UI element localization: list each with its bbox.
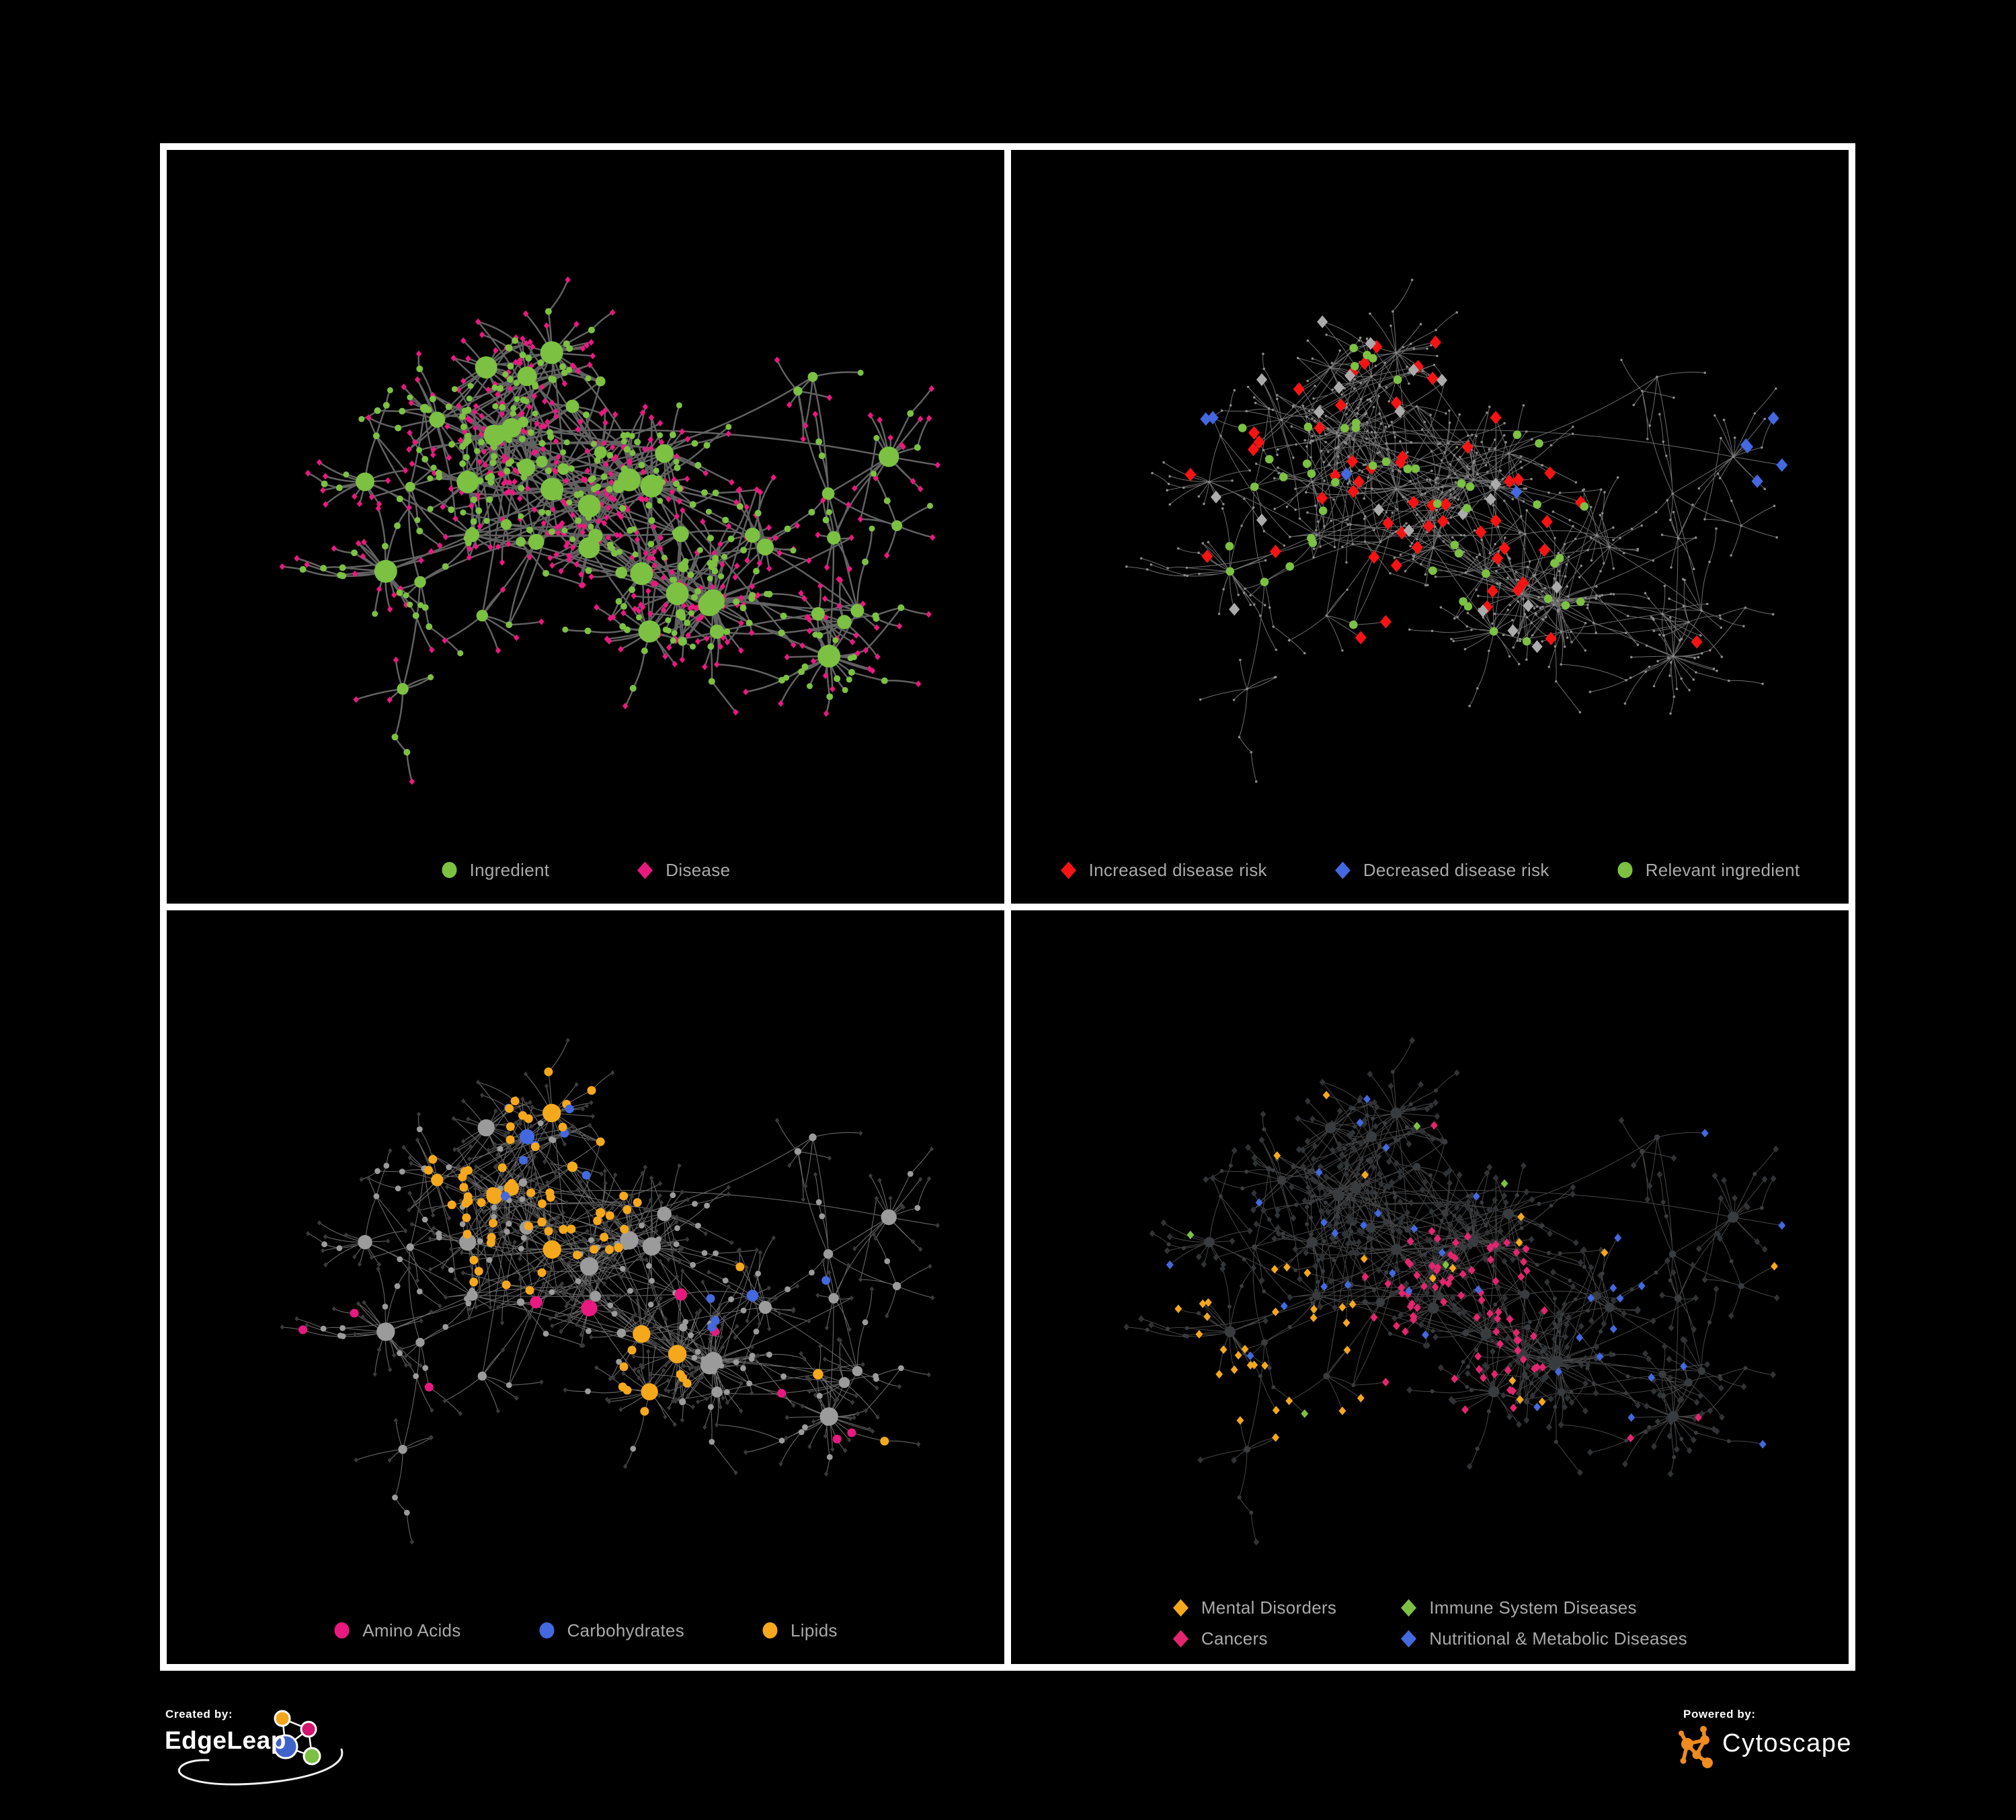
legend-label: Cancers [1201, 1628, 1268, 1649]
panel-disease-risk: Increased disease risk Decreased disease … [1011, 150, 1849, 904]
legend-label: Lipids [791, 1620, 838, 1640]
legend-item-nutritional-metabolic-diseases: Nutritional & Metabolic Diseases [1400, 1628, 1687, 1649]
legend-item-carbohydrates: Carbohydrates [538, 1620, 684, 1640]
legend-item-lipids: Lipids [762, 1620, 838, 1640]
legend-item-mental-disorders: Mental Disorders [1172, 1597, 1336, 1618]
panel-nutrient-categories: Amino Acids Carbohydrates Lipids [167, 910, 1004, 1664]
panel-ingredient-disease: Ingredient Disease [167, 150, 1004, 904]
diamond-marker-icon [1334, 861, 1351, 879]
legend-disease-categories: Mental Disorders Immune System Diseases Ca… [1011, 1597, 1849, 1649]
circle-marker-icon [762, 1622, 778, 1639]
legend-label: Carbohydrates [567, 1620, 685, 1640]
legend-item-decreased-disease-risk: Decreased disease risk [1334, 860, 1549, 880]
diamond-marker-icon [1172, 1599, 1189, 1617]
footer-created: Created by: EdgeLeap [161, 1706, 390, 1807]
legend-label: Nutritional & Metabolic Diseases [1429, 1628, 1688, 1649]
panel-disease-categories: Mental Disorders Immune System Diseases Ca… [1011, 910, 1849, 1664]
diamond-marker-icon [1400, 1630, 1417, 1648]
circle-marker-icon [1617, 861, 1634, 879]
legend-label: Increased disease risk [1088, 860, 1267, 880]
legend-item-cancers: Cancers [1172, 1628, 1336, 1649]
footer-powered: Powered by: Cytoscape [1675, 1706, 1904, 1794]
edgeleap-logo-icon [177, 1710, 344, 1786]
legend-nutrient-categories: Amino Acids Carbohydrates Lipids [167, 1620, 1004, 1640]
legend-label: Mental Disorders [1201, 1597, 1337, 1618]
legend-label: Ingredient [469, 860, 550, 880]
cytoscape-logo-icon [1679, 1726, 1713, 1768]
legend-ingredient-disease: Ingredient Disease [167, 860, 1004, 880]
diamond-marker-icon [1400, 1599, 1417, 1617]
diamond-marker-icon [1172, 1630, 1189, 1648]
circle-marker-icon [441, 861, 458, 879]
network-graph-nutrient-categories [280, 1037, 940, 1545]
diamond-marker-icon [1060, 861, 1077, 879]
legend-item-disease: Disease [637, 860, 730, 880]
legend-label: Relevant ingredient [1645, 860, 1800, 880]
diamond-marker-icon [637, 861, 653, 879]
legend-item-ingredient: Ingredient [441, 860, 550, 880]
legend-item-increased-disease-risk: Increased disease risk [1060, 860, 1267, 880]
edgeleap-brand: EdgeLeap [165, 1727, 286, 1754]
legend-label: Disease [666, 860, 731, 880]
legend-item-relevant-ingredient: Relevant ingredient [1617, 860, 1800, 880]
created-by-label: Created by: [165, 1708, 233, 1720]
legend-label: Immune System Diseases [1429, 1597, 1637, 1618]
legend-item-immune-system-diseases: Immune System Diseases [1400, 1597, 1687, 1618]
powered-by-label: Powered by: [1683, 1708, 1756, 1720]
network-graph-disease-categories [1123, 1037, 1786, 1546]
cytoscape-brand: Cytoscape [1722, 1729, 1853, 1757]
legend-label: Amino Acids [362, 1620, 461, 1640]
network-graph-disease-risk [1125, 278, 1788, 783]
network-graph-ingredient-disease [279, 276, 941, 785]
panel-grid: Ingredient Disease Increased disease risk… [160, 143, 1855, 1671]
circle-marker-icon [538, 1622, 555, 1639]
circle-marker-icon [333, 1622, 350, 1639]
legend-label: Decreased disease risk [1363, 860, 1549, 880]
legend-item-amino-acids: Amino Acids [333, 1620, 460, 1640]
legend-disease-risk: Increased disease risk Decreased disease … [1011, 860, 1849, 880]
